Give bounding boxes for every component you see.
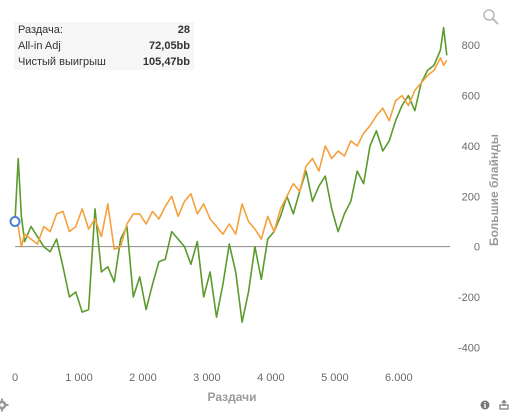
info-label: All-in Adj: [18, 40, 61, 52]
info-row-net-won: Чистый выигрыш 105,47bb: [14, 54, 194, 70]
info-icon[interactable]: [480, 400, 490, 410]
y-tick-label: 0: [474, 242, 480, 254]
series-layer: [14, 26, 448, 324]
x-axis: 0 1 000 2 000 3 000 4 000 5 000 6.000: [12, 372, 413, 384]
y-axis: -400 -200 0 200 400 600 800: [458, 40, 480, 354]
x-tick-label: 6.000: [385, 372, 413, 384]
y-axis-title: Большие блайнды: [487, 134, 501, 246]
x-axis-title: Раздачи: [208, 390, 257, 404]
x-tick-label: 2 000: [129, 372, 157, 384]
y-tick-label: 800: [462, 40, 480, 52]
x-tick-label: 5 000: [321, 372, 349, 384]
y-tick-label: -200: [458, 292, 480, 304]
hand-marker[interactable]: [9, 215, 21, 227]
series-line-orange: [14, 56, 448, 250]
x-tick-label: 0: [12, 372, 18, 384]
info-panel: Раздача: 28 All-in Adj 72,05bb Чистый вы…: [14, 22, 194, 70]
y-tick-label: 600: [462, 91, 480, 103]
gear-icon[interactable]: [0, 398, 9, 412]
zoom-icon[interactable]: [482, 8, 500, 26]
info-value: 105,47bb: [142, 56, 190, 68]
info-row-hand: Раздача: 28: [14, 22, 194, 38]
y-tick-label: 400: [462, 141, 480, 153]
info-row-allin-adj: All-in Adj 72,05bb: [14, 38, 194, 54]
info-value: 72,05bb: [149, 40, 190, 52]
x-tick-label: 3 000: [193, 372, 221, 384]
x-tick-label: 1 000: [65, 372, 93, 384]
series-line-green: [14, 26, 448, 324]
x-tick-label: 4 000: [257, 372, 285, 384]
y-tick-label: -400: [458, 342, 480, 354]
info-label: Раздача:: [18, 24, 63, 36]
export-icon[interactable]: [499, 400, 509, 410]
info-value: 28: [177, 24, 190, 36]
info-label: Чистый выигрыш: [18, 56, 106, 68]
y-tick-label: 200: [462, 191, 480, 203]
